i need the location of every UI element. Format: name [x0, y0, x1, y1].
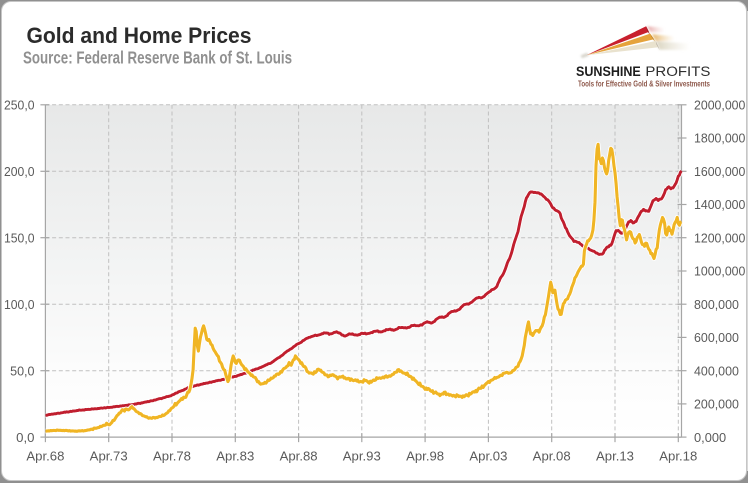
svg-text:1200,000: 1200,000	[694, 230, 745, 245]
svg-text:Apr.78: Apr.78	[153, 448, 191, 463]
svg-text:Apr.13: Apr.13	[596, 448, 634, 463]
svg-text:Apr.08: Apr.08	[533, 448, 571, 463]
svg-text:0,000: 0,000	[694, 430, 726, 445]
svg-text:1400,000: 1400,000	[694, 197, 745, 212]
svg-text:150,0: 150,0	[4, 230, 35, 245]
svg-text:1600,000: 1600,000	[694, 164, 745, 179]
svg-text:Apr.83: Apr.83	[216, 448, 254, 463]
svg-text:Apr.93: Apr.93	[343, 448, 381, 463]
svg-text:100,0: 100,0	[4, 297, 35, 312]
svg-text:PROFITS: PROFITS	[645, 64, 710, 79]
svg-text:400,000: 400,000	[694, 363, 739, 378]
svg-text:2000,000: 2000,000	[694, 97, 745, 112]
svg-text:SUNSHINE: SUNSHINE	[576, 64, 641, 79]
svg-text:Source: Federal Reserve Bank o: Source: Federal Reserve Bank of St. Loui…	[23, 47, 292, 67]
svg-text:Gold and Home Prices: Gold and Home Prices	[27, 23, 252, 48]
svg-text:250,0: 250,0	[4, 97, 35, 112]
svg-text:Apr.73: Apr.73	[90, 448, 128, 463]
svg-text:1800,000: 1800,000	[694, 131, 745, 146]
svg-text:Tools for Effective Gold & Sil: Tools for Effective Gold & Silver Invest…	[578, 79, 710, 89]
svg-text:1000,000: 1000,000	[694, 264, 745, 279]
svg-text:600,000: 600,000	[694, 330, 739, 345]
svg-text:800,000: 800,000	[694, 297, 739, 312]
svg-text:200,0: 200,0	[4, 164, 35, 179]
svg-text:Apr.88: Apr.88	[280, 448, 318, 463]
svg-text:50,0: 50,0	[10, 363, 34, 378]
svg-text:200,000: 200,000	[694, 397, 739, 412]
svg-text:0,0: 0,0	[16, 430, 34, 445]
svg-text:Apr.68: Apr.68	[26, 448, 64, 463]
svg-text:Apr.18: Apr.18	[659, 448, 697, 463]
svg-text:Apr.98: Apr.98	[406, 448, 444, 463]
svg-text:Apr.03: Apr.03	[469, 448, 507, 463]
